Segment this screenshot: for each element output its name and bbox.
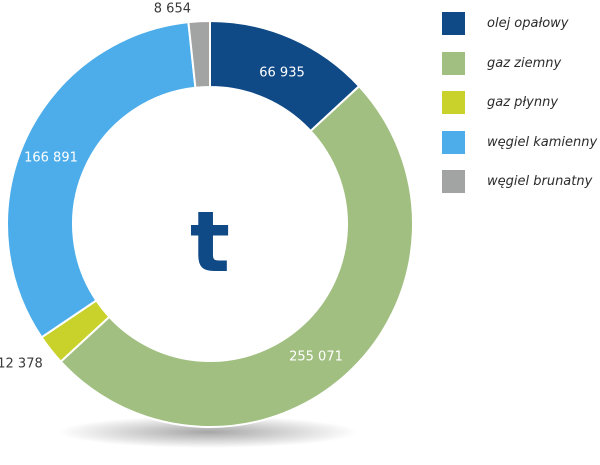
data-label-wegiel-brunatny: 8 654 xyxy=(154,2,191,17)
slice-gaz-ziemny xyxy=(59,84,415,429)
data-label-wegiel-kamienny: 166 891 xyxy=(24,151,78,166)
data-label-olej-opalowy: 66 935 xyxy=(259,66,305,81)
legend-swatch xyxy=(442,12,465,36)
legend-label: gaz płynny xyxy=(487,95,559,111)
legend: olej opałowy gaz ziemny gaz płynny węgie… xyxy=(442,4,600,202)
center-unit-label: t xyxy=(190,193,230,291)
legend-item-gaz-ziemny: gaz ziemny xyxy=(442,44,600,84)
legend-swatch xyxy=(442,91,465,115)
legend-swatch xyxy=(442,51,465,75)
legend-label: olej opałowy xyxy=(487,16,569,32)
legend-label: gaz ziemny xyxy=(487,55,562,71)
slice-wegiel-kamienny xyxy=(6,21,197,339)
legend-item-wegiel-kamienny: węgiel kamienny xyxy=(442,123,600,163)
legend-swatch xyxy=(442,130,465,154)
legend-swatch xyxy=(442,170,465,194)
data-label-gaz-plynny: 12 378 xyxy=(0,357,43,372)
chart-shadow xyxy=(58,416,358,448)
legend-label: węgiel kamienny xyxy=(487,134,598,150)
legend-item-olej-opalowy: olej opałowy xyxy=(442,4,600,44)
data-label-gaz-ziemny: 255 071 xyxy=(289,350,343,365)
slice-wegiel-brunatny xyxy=(187,19,211,89)
legend-label: węgiel brunatny xyxy=(487,174,593,190)
legend-item-wegiel-brunatny: węgiel brunatny xyxy=(442,162,600,202)
legend-item-gaz-plynny: gaz płynny xyxy=(442,83,600,123)
